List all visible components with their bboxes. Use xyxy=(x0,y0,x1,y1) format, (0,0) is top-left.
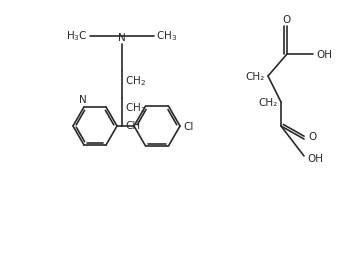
Text: CH₂: CH₂ xyxy=(246,72,265,82)
Text: H$_3$C: H$_3$C xyxy=(66,29,88,43)
Text: N: N xyxy=(118,33,126,43)
Text: OH: OH xyxy=(307,153,323,163)
Text: O: O xyxy=(308,132,316,141)
Text: CH₂: CH₂ xyxy=(259,98,278,108)
Text: N: N xyxy=(79,94,87,105)
Text: CH$_3$: CH$_3$ xyxy=(156,29,177,43)
Text: Cl: Cl xyxy=(183,121,193,132)
Text: CH$_2$: CH$_2$ xyxy=(125,74,146,87)
Text: CH$_2$: CH$_2$ xyxy=(125,101,146,114)
Text: OH: OH xyxy=(316,50,332,60)
Text: CH: CH xyxy=(125,121,140,131)
Text: O: O xyxy=(283,15,291,25)
